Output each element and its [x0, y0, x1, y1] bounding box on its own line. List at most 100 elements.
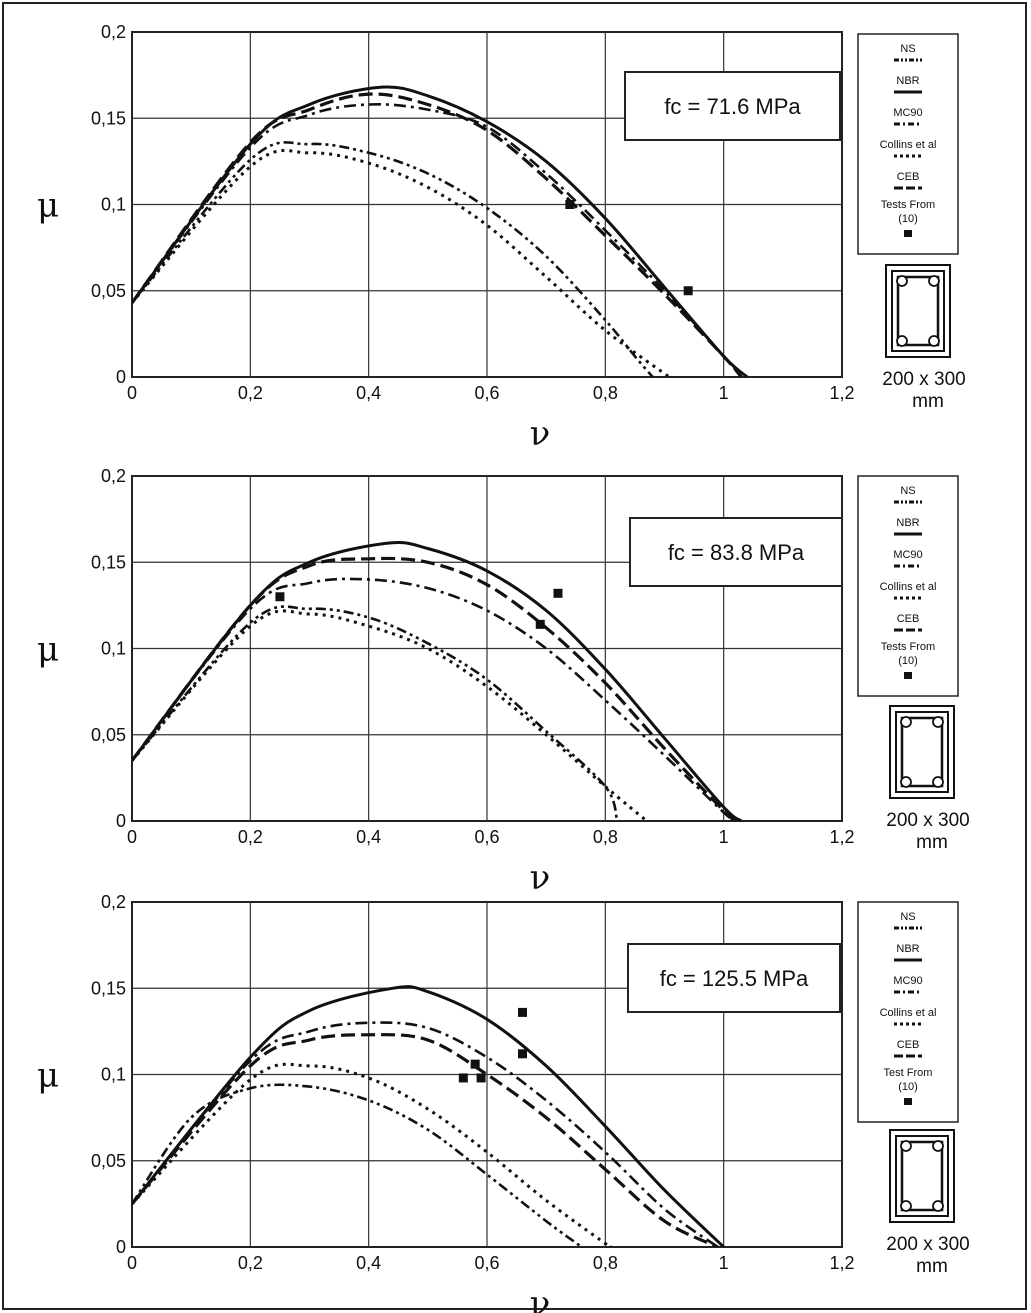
legend-entry: NS — [900, 43, 915, 55]
y-tick-label: 0,2 — [101, 22, 126, 42]
annotation-box — [624, 71, 841, 141]
x-tick-label: 0,2 — [238, 383, 263, 403]
x-tick-label: 0,8 — [593, 383, 618, 403]
section-outline — [885, 264, 951, 358]
legend-entry: Tests From — [881, 199, 935, 211]
test-point — [470, 1059, 480, 1069]
annotation-box — [627, 943, 841, 1013]
legend-entry: CEB — [897, 1039, 920, 1051]
test-point — [476, 1073, 486, 1083]
x-tick-label: 0,6 — [474, 827, 499, 847]
legend-swatch-test — [904, 1098, 912, 1105]
section-rebar — [900, 776, 912, 788]
series-line-ns — [132, 141, 654, 377]
legend-box — [857, 901, 959, 1123]
y-tick-label: 0,15 — [91, 978, 126, 998]
legend-entry: NBR — [896, 75, 919, 87]
annotation-box — [629, 517, 843, 587]
x-tick-label: 0,6 — [474, 383, 499, 403]
x-tick-label: 1,2 — [829, 383, 854, 403]
x-axis-label: ν — [530, 414, 551, 454]
section-dimension: 200 x 300 — [886, 810, 969, 831]
y-tick-label: 0,2 — [101, 892, 126, 912]
legend-entry: Tests From — [881, 641, 935, 653]
x-axis-label: ν — [530, 858, 551, 898]
legend-entry: NBR — [896, 517, 919, 529]
test-point — [518, 1049, 527, 1059]
y-tick-label: 0,1 — [101, 195, 126, 215]
legend-entry: Collins et al — [880, 1007, 937, 1019]
section-dimension: 200 x 300 — [886, 1234, 969, 1255]
chart-panel-2: 0 0,2 0,4 0,6 0,8 1 1,2 0 0,05 0,1 0,15 0,2 μ ν fc = 8… — [37, 466, 970, 898]
x-axis-label: ν — [530, 1284, 551, 1313]
legend-entry: CEB — [897, 613, 920, 625]
legend-entry: Collins et al — [880, 139, 937, 151]
section-rebar — [900, 716, 912, 728]
x-tick-label: 0 — [127, 827, 137, 847]
test-point — [535, 619, 545, 629]
y-tick-label: 0,05 — [91, 1151, 126, 1171]
test-point — [518, 1007, 527, 1017]
legend-entry: NS — [900, 485, 915, 497]
y-tick-label: 0 — [116, 367, 126, 387]
section-unit: mm — [916, 832, 948, 853]
section-rebar — [896, 335, 908, 347]
section-stirrup — [896, 275, 940, 347]
annotation-text: fc = 71.6 MPa — [664, 94, 801, 119]
series-line-mc90 — [132, 103, 743, 377]
section-rebar — [896, 275, 908, 287]
legend-box — [857, 475, 959, 697]
x-tick-label: 1 — [719, 1253, 729, 1273]
section-rebar — [928, 335, 940, 347]
legend-entry: (10) — [898, 655, 918, 667]
legend-entry: MC90 — [893, 549, 922, 561]
section-rebar — [928, 275, 940, 287]
section-rebar — [932, 716, 944, 728]
legend-entry: (10) — [898, 213, 918, 225]
x-tick-label: 0,6 — [474, 1253, 499, 1273]
y-tick-label: 0 — [116, 811, 126, 831]
series-line-ns — [132, 605, 619, 821]
section-concrete — [895, 1135, 949, 1217]
legend-entry: MC90 — [893, 975, 922, 987]
legend-swatch-test — [904, 672, 912, 679]
legend-entry: (10) — [898, 1081, 918, 1093]
y-axis-label: μ — [37, 1056, 59, 1096]
chart-panel-3: 0 0,2 0,4 0,6 0,8 1 1,2 0 0,05 0,1 0,15 0,2 μ ν fc = 1… — [37, 892, 970, 1313]
y-tick-label: 0,1 — [101, 639, 126, 659]
section-rebar — [932, 1140, 944, 1152]
legend-entry: MC90 — [893, 107, 922, 119]
series-line-mc90 — [132, 1021, 719, 1247]
x-tick-label: 0,8 — [593, 827, 618, 847]
y-tick-label: 0 — [116, 1237, 126, 1257]
section-rebar — [932, 776, 944, 788]
x-tick-label: 0 — [127, 1253, 137, 1273]
y-tick-label: 0,1 — [101, 1065, 126, 1085]
section-dimension: 200 x 300 — [882, 369, 965, 390]
y-tick-label: 0,15 — [91, 552, 126, 572]
section-concrete — [895, 711, 949, 793]
section-unit: mm — [916, 1256, 948, 1277]
legend-entry: NBR — [896, 943, 919, 955]
x-tick-label: 0,8 — [593, 1253, 618, 1273]
series-line-ns — [132, 1083, 583, 1247]
y-tick-label: 0,05 — [91, 725, 126, 745]
x-tick-label: 1,2 — [829, 827, 854, 847]
x-tick-label: 0 — [127, 383, 137, 403]
x-tick-label: 1 — [719, 383, 729, 403]
legend-swatch-test — [904, 230, 912, 237]
series-line-nbr — [132, 85, 749, 377]
annotation-text: fc = 125.5 MPa — [660, 966, 809, 991]
y-tick-label: 0,15 — [91, 108, 126, 128]
series-line-ceb — [132, 1033, 719, 1247]
legend-entry: Test From — [884, 1067, 933, 1079]
section-rebar — [932, 1200, 944, 1212]
series-line-collins-et-al — [132, 148, 673, 377]
x-tick-label: 0,2 — [238, 827, 263, 847]
series-line-ceb — [132, 92, 743, 377]
x-tick-label: 1,2 — [829, 1253, 854, 1273]
test-point — [553, 588, 563, 598]
legend-entry: CEB — [897, 171, 920, 183]
